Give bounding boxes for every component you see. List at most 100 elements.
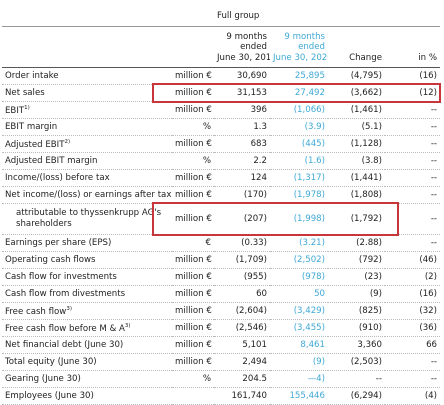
cell: (170)	[214, 186, 270, 204]
row-label: Cash flow for investments	[2, 268, 172, 286]
unit: million €	[172, 203, 214, 235]
column-header: 9 months ended June 30, 2020	[270, 26, 328, 68]
cell: (1,066)	[270, 101, 328, 119]
cell: --	[385, 353, 441, 371]
unit: million €	[172, 302, 214, 320]
cell: --	[328, 370, 385, 388]
row-label-text: Gearing (June 30)	[5, 374, 81, 384]
cell: (1,317)	[270, 169, 328, 187]
unit	[172, 387, 214, 405]
row-label-text: EBIT margin	[5, 122, 58, 132]
row-label: Free cash flow before M & A3)	[2, 319, 172, 337]
cell: 66	[385, 336, 441, 354]
table-row: Employees (June 30) 161,740 155,446 (6,294)…	[2, 387, 441, 405]
row-label: Free cash flow3)	[2, 302, 172, 320]
cell: (792)	[328, 251, 385, 269]
cell: (1,709)	[214, 251, 270, 269]
cell: (46)	[385, 251, 441, 269]
column-header-line: Change	[349, 52, 382, 63]
footnote-ref: 1)	[24, 104, 30, 111]
cell: (955)	[214, 268, 270, 286]
row-label-text: Total equity (June 30)	[5, 357, 97, 367]
cell: (910)	[328, 319, 385, 337]
unit: %	[172, 152, 214, 170]
table-row: Order intake million €30,690 25,895 (4,795)…	[2, 67, 441, 85]
unit: million €	[172, 84, 214, 102]
row-label-text: EBIT	[5, 105, 25, 116]
row-label-text: Free cash flow	[5, 306, 67, 317]
cell: (1,792)	[328, 203, 385, 235]
row-label-text: Adjusted EBIT margin	[5, 156, 98, 166]
cell: (3.8)	[328, 152, 385, 170]
cell: (3,662)	[328, 84, 385, 102]
cell: (4)	[385, 387, 441, 405]
cell: (1,128)	[328, 135, 385, 153]
cell: (1.6)	[270, 152, 328, 170]
table-row: EBIT1) million €396 (1,066) (1,461) --	[2, 101, 441, 119]
cell: 3,360	[328, 336, 385, 354]
row-label: Adjusted EBIT2)	[2, 135, 172, 153]
cell: 2.2	[214, 152, 270, 170]
row-label-text: Net financial debt (June 30)	[5, 340, 124, 350]
unit: %	[172, 118, 214, 136]
table-row: attributable to thyssenkrupp AG's shareh…	[2, 203, 441, 235]
cell: (2,503)	[328, 353, 385, 371]
table-row: Total equity (June 30) million €2,494 (9)(…	[2, 353, 441, 371]
column-header-line: June 30, 2019	[217, 52, 270, 63]
cell: 396	[214, 101, 270, 119]
column-header-line: ended	[240, 42, 267, 52]
row-label: Employees (June 30)	[2, 387, 172, 405]
unit: million €	[172, 101, 214, 119]
cell: (2,546)	[214, 319, 270, 337]
cell: (207)	[214, 203, 270, 235]
cell: 60	[214, 285, 270, 303]
row-label-text: Operating cash flows	[5, 255, 96, 265]
table-row: Adjusted EBIT margin% 2.2 (1.6) (3.8) --	[2, 152, 441, 170]
cell: (1,978)	[270, 186, 328, 204]
row-label-text: Adjusted EBIT	[5, 139, 65, 150]
cell: (3.9)	[270, 118, 328, 136]
row-label: Order intake	[2, 67, 172, 85]
group-header: Full group	[214, 6, 441, 27]
unit: %	[172, 370, 214, 388]
footnote-ref: 2)	[64, 138, 71, 145]
table-row: Net income/(loss) or earnings after tax m…	[2, 186, 441, 204]
unit: €	[172, 234, 214, 252]
cell: (825)	[328, 302, 385, 320]
row-label: Gearing (June 30)	[2, 370, 172, 388]
cell: (978)	[270, 268, 328, 286]
row-label-text: Earnings per share (EPS)	[5, 238, 112, 248]
cell: (4,795)	[328, 67, 385, 85]
row-label: Income/(loss) before tax	[2, 169, 172, 187]
cell: (16)	[385, 67, 441, 85]
cell: 155,446	[270, 387, 328, 405]
cell: (1,808)	[328, 186, 385, 204]
row-label-text: Income/(loss) before tax	[5, 173, 110, 183]
cell: 124	[214, 169, 270, 187]
cell: --	[385, 118, 441, 136]
row-label-text: Free cash flow before M & A	[5, 323, 125, 334]
cell: --	[385, 203, 441, 235]
row-label: Operating cash flows	[2, 251, 172, 269]
row-label-text: Cash flow for investments	[5, 272, 117, 282]
unit: million €	[172, 169, 214, 187]
table-row: Cash flow from divestments million €60 50(…	[2, 285, 441, 303]
cell: --	[385, 186, 441, 204]
cell: (32)	[385, 302, 441, 320]
cell: (6,294)	[328, 387, 385, 405]
unit: million €	[172, 186, 214, 204]
row-label: attributable to thyssenkrupp AG's shareh…	[2, 203, 172, 235]
cell: --	[385, 152, 441, 170]
footnote-ref: 3)	[124, 322, 131, 329]
cell: (0.33)	[214, 234, 270, 252]
row-label: Adjusted EBIT margin	[2, 152, 172, 170]
cell: (445)	[270, 135, 328, 153]
cell: (12)	[385, 84, 441, 102]
table-row: Earnings per share (EPS) € (0.33) (3.21) (2.…	[2, 234, 441, 252]
cell: --	[385, 169, 441, 187]
table-row: Adjusted EBIT2) million €683 (445) (1,128) -…	[2, 135, 441, 153]
table-row: Gearing (June 30)% 204.5 —4) -- --	[2, 370, 441, 388]
